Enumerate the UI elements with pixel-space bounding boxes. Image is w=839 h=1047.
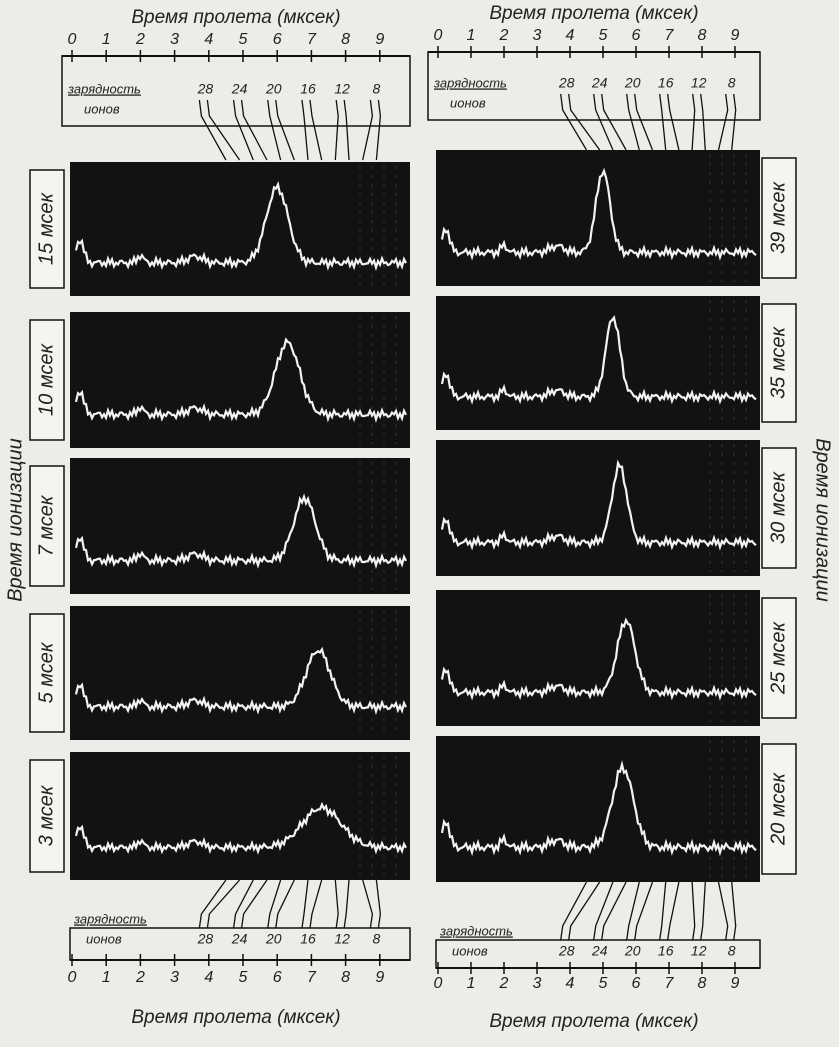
tick-label: 5: [599, 975, 608, 992]
charge-value: 16: [300, 81, 316, 97]
oscillogram: [70, 458, 410, 594]
tick-label: 9: [375, 31, 384, 48]
charge-label: зарядность: [73, 911, 147, 926]
charge-value: 12: [334, 81, 350, 97]
charge-value: 8: [372, 931, 380, 947]
tick-label: 0: [68, 31, 77, 48]
oscillogram: [436, 736, 760, 882]
charge-label: ионов: [450, 95, 486, 110]
oscillogram: [436, 440, 760, 576]
charge-label: ионов: [84, 101, 120, 116]
tick-label: 5: [599, 27, 608, 44]
charge-value: 8: [728, 75, 736, 91]
charge-value: 16: [658, 943, 674, 959]
panel-label: 39 мсек: [767, 181, 789, 254]
charge-value: 24: [591, 75, 608, 91]
oscillogram: [70, 606, 410, 740]
charge-value: 28: [197, 81, 214, 97]
tick-label: 0: [434, 27, 443, 44]
tick-label: 7: [307, 31, 317, 48]
charge-value: 20: [265, 81, 282, 97]
charge-label: ионов: [86, 931, 122, 946]
tick-label: 4: [204, 969, 213, 986]
tick-label: 8: [698, 975, 707, 992]
oscillogram: [70, 752, 410, 880]
tick-label: 4: [566, 27, 575, 44]
tick-label: 6: [273, 31, 282, 48]
axis-title: Время пролета (мксек): [489, 3, 698, 24]
tick-label: 0: [434, 975, 443, 992]
charge-value: 12: [691, 75, 707, 91]
tick-label: 8: [698, 27, 707, 44]
tick-label: 2: [499, 975, 509, 992]
charge-value: 16: [300, 931, 316, 947]
panel-label: 15 мсек: [35, 192, 57, 265]
oscillogram: [436, 590, 760, 726]
tick-label: 1: [467, 27, 476, 44]
axis-title: Время пролета (мксек): [131, 1007, 340, 1028]
tick-label: 0: [68, 969, 77, 986]
panel-label: 35 мсек: [767, 326, 789, 399]
panel-label: 20 мсек: [767, 772, 789, 846]
charge-label: зарядность: [67, 81, 141, 96]
tick-label: 8: [341, 969, 350, 986]
tick-label: 7: [665, 975, 675, 992]
oscillogram: [436, 150, 760, 286]
tick-label: 5: [239, 969, 248, 986]
charge-value: 12: [691, 943, 707, 959]
oscillogram: [70, 312, 410, 448]
charge-value: 8: [728, 943, 736, 959]
charge-value: 24: [591, 943, 608, 959]
tick-label: 6: [632, 975, 641, 992]
tick-label: 1: [102, 969, 111, 986]
charge-value: 20: [624, 75, 641, 91]
charge-label: зарядность: [439, 923, 513, 938]
tick-label: 1: [102, 31, 111, 48]
panel-label: 30 мсек: [767, 471, 789, 544]
figure: Время ионизации Время ионизации Время пр…: [0, 0, 839, 1047]
tick-label: 4: [204, 31, 213, 48]
oscillogram: [70, 162, 410, 296]
side-label: Время ионизации: [812, 438, 834, 602]
tick-label: 8: [341, 31, 350, 48]
charge-label: зарядность: [433, 75, 507, 90]
charge-value: 8: [372, 81, 380, 97]
tick-label: 9: [731, 27, 740, 44]
side-label: Время ионизации: [4, 438, 26, 602]
charge-value: 28: [558, 943, 575, 959]
tick-label: 1: [467, 975, 476, 992]
axis-title: Время пролета (мксек): [489, 1011, 698, 1032]
tick-label: 7: [665, 27, 675, 44]
charge-value: 24: [231, 81, 248, 97]
tick-label: 2: [135, 969, 145, 986]
panel-label: 10 мсек: [35, 343, 57, 416]
panel-label: 5 мсек: [35, 641, 57, 703]
tick-label: 6: [632, 27, 641, 44]
charge-value: 16: [658, 75, 674, 91]
panel-label: 25 мсек: [767, 621, 789, 695]
charge-value: 24: [231, 931, 248, 947]
tick-label: 9: [731, 975, 740, 992]
axis-title: Время пролета (мксек): [131, 7, 340, 28]
tick-label: 3: [170, 31, 179, 48]
oscillogram: [436, 296, 760, 430]
tick-label: 3: [170, 969, 179, 986]
tick-label: 7: [307, 969, 317, 986]
tick-label: 9: [375, 969, 384, 986]
tick-label: 5: [239, 31, 248, 48]
tick-label: 3: [533, 975, 542, 992]
panel-label: 3 мсек: [35, 784, 57, 846]
tick-label: 4: [566, 975, 575, 992]
panel-label: 7 мсек: [35, 494, 57, 556]
tick-label: 3: [533, 27, 542, 44]
charge-value: 28: [558, 75, 575, 91]
charge-label: ионов: [452, 943, 488, 958]
tick-label: 2: [135, 31, 145, 48]
tick-label: 6: [273, 969, 282, 986]
charge-value: 20: [265, 931, 282, 947]
tick-label: 2: [499, 27, 509, 44]
charge-value: 12: [334, 931, 350, 947]
charge-value: 20: [624, 943, 641, 959]
charge-value: 28: [197, 931, 214, 947]
